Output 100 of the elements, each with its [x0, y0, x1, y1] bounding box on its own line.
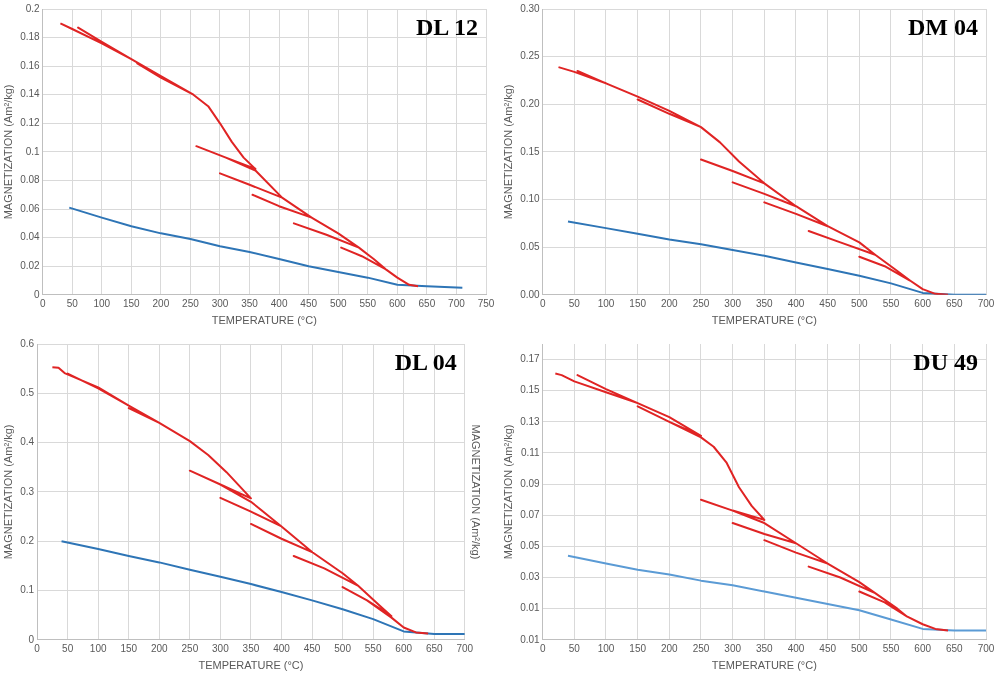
x-tick-label: 400	[787, 297, 805, 309]
y-tick-label: 0.01	[520, 633, 541, 645]
x-axis-title: TEMPERATURE (°C)	[198, 659, 304, 672]
x-tick-label: 600	[914, 297, 932, 309]
x-tick-label: 350	[755, 297, 774, 309]
y-tick-label: 0.03	[520, 571, 541, 583]
y-tick-label: 0.2	[20, 534, 35, 546]
y-tick-label: 0.6	[20, 337, 35, 349]
y-tick-label: 0.1	[25, 145, 41, 157]
x-tick-label: 600	[395, 642, 413, 654]
chart-title: DL 04	[394, 349, 457, 376]
y-tick-label: 0.10	[520, 193, 541, 205]
x-tick-label: 150	[629, 642, 647, 654]
y-tick-label: 0.12	[20, 117, 41, 129]
x-tick-label: 700	[456, 642, 474, 654]
x-tick-label: 200	[660, 297, 679, 309]
y-axis-title: MAGNETIZATION (Am²/kg)	[1, 84, 14, 220]
x-tick-label: 150	[120, 642, 138, 654]
y-tick-label: 0.00	[520, 288, 541, 300]
x-tick-label: 350	[755, 642, 774, 654]
y-tick-label: 0.14	[20, 88, 41, 100]
y-tick-label: 0.09	[520, 477, 541, 489]
x-tick-label: 50	[66, 297, 79, 309]
x-tick-label: 450	[819, 642, 837, 654]
y-tick-label: 0.16	[20, 59, 41, 71]
x-tick-label: 50	[568, 642, 581, 654]
y-axis-title: MAGNETIZATION (Am²/kg)	[501, 424, 514, 560]
y-tick-label: 0.5	[20, 387, 35, 399]
x-tick-label: 500	[850, 297, 869, 309]
x-tick-label: 50	[568, 297, 581, 309]
chart-title: DM 04	[908, 14, 978, 41]
y-tick-label: 0.07	[520, 509, 541, 520]
y-tick-label: 0.17	[520, 353, 541, 365]
x-tick-label: 500	[850, 642, 869, 654]
y-tick-label: 0.1	[20, 584, 35, 596]
x-tick-label: 300	[211, 297, 229, 309]
x-tick-label: 700	[977, 642, 995, 654]
x-tick-label: 250	[182, 297, 200, 309]
x-tick-label: 650	[945, 297, 964, 309]
y-axis-title: MAGNETIZATION (Am²/kg)	[501, 84, 514, 220]
x-tick-label: 200	[150, 642, 169, 654]
x-axis-title: TEMPERATURE (°C)	[211, 314, 317, 327]
x-tick-label: 400	[787, 642, 805, 654]
y-tick-label: 0.02	[20, 259, 41, 271]
x-tick-label: 500	[334, 642, 352, 654]
y-tick-label: 0.08	[20, 174, 41, 186]
y-tick-label: 0.06	[20, 202, 41, 214]
x-tick-label: 100	[597, 297, 615, 309]
x-tick-label: 550	[364, 642, 382, 654]
x-tick-label: 550	[882, 642, 900, 654]
x-tick-label: 150	[629, 297, 647, 309]
x-tick-label: 50	[62, 642, 74, 654]
x-tick-label: 650	[425, 642, 444, 654]
y-tick-label: 0.01	[520, 602, 541, 614]
y-tick-label: 0.25	[520, 50, 541, 62]
x-tick-label: 700	[448, 297, 466, 309]
x-tick-label: 200	[660, 642, 679, 654]
x-tick-label: 200	[152, 297, 170, 309]
y-tick-label: 0.20	[520, 98, 541, 110]
y-tick-label: 0.15	[520, 384, 541, 396]
chart-title: DL 12	[415, 14, 478, 41]
chart-title: DU 49	[913, 349, 978, 376]
x-tick-label: 700	[977, 297, 995, 309]
y-tick-label: 0.15	[520, 145, 541, 157]
y-tick-label: 0.2	[25, 2, 41, 14]
x-tick-label: 450	[300, 297, 318, 309]
x-tick-label: 650	[418, 297, 436, 309]
y-tick-label: 0.3	[20, 485, 35, 497]
x-tick-label: 350	[242, 642, 260, 654]
x-tick-label: 100	[93, 297, 111, 309]
x-axis-title: TEMPERATURE (°C)	[711, 659, 817, 672]
y-tick-label: 0	[28, 633, 35, 645]
x-tick-label: 250	[181, 642, 199, 654]
x-tick-label: 400	[270, 297, 288, 309]
x-tick-label: 300	[724, 642, 742, 654]
y-axis-title: MAGNETIZATION (Am²/kg)	[1, 424, 14, 560]
x-tick-label: 550	[359, 297, 377, 309]
y-tick-label: 0.04	[20, 231, 41, 243]
y2-axis-title: MAGNETIZATION (Am²/kg)	[470, 424, 483, 560]
x-tick-label: 300	[724, 297, 742, 309]
x-axis-title: TEMPERATURE (°C)	[711, 314, 817, 327]
x-tick-label: 450	[819, 297, 837, 309]
y-tick-label: 0.13	[520, 415, 541, 427]
x-tick-label: 750	[477, 297, 495, 309]
x-tick-label: 600	[914, 642, 932, 654]
y-tick-label: 0.30	[520, 2, 541, 14]
x-tick-label: 500	[329, 297, 347, 309]
x-tick-label: 350	[241, 297, 259, 309]
x-tick-label: 150	[122, 297, 141, 309]
x-tick-label: 550	[882, 297, 900, 309]
x-tick-label: 100	[89, 642, 107, 654]
x-tick-label: 450	[303, 642, 321, 654]
x-tick-label: 600	[388, 297, 407, 309]
x-tick-label: 650	[945, 642, 964, 654]
x-tick-label: 300	[212, 642, 230, 654]
y-tick-label: 0.18	[20, 31, 41, 43]
y-tick-label: 0.11	[520, 446, 541, 458]
y-tick-label: 0	[34, 288, 41, 300]
x-tick-label: 250	[692, 297, 710, 309]
x-tick-label: 250	[692, 642, 710, 654]
